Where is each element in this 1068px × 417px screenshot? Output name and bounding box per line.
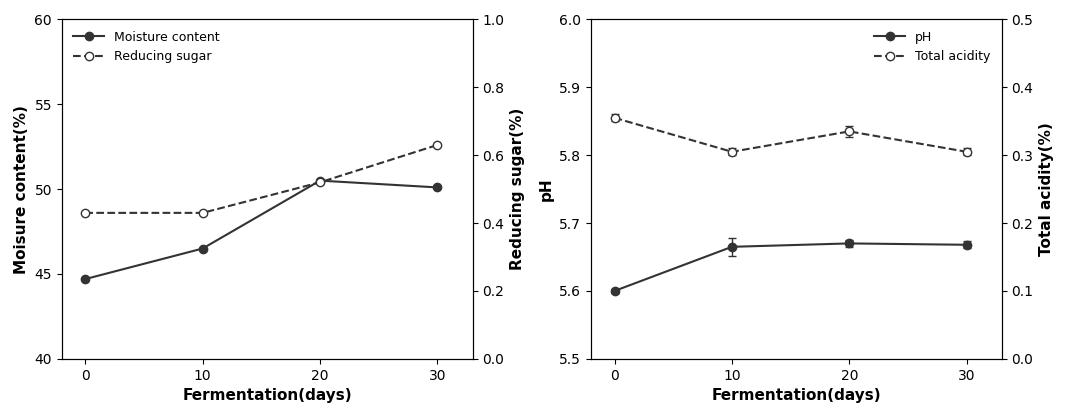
- Y-axis label: Total acidity(%): Total acidity(%): [1039, 122, 1054, 256]
- Y-axis label: pH: pH: [538, 177, 553, 201]
- Y-axis label: Moisure content(%): Moisure content(%): [14, 105, 29, 274]
- X-axis label: Fermentation(days): Fermentation(days): [183, 388, 352, 403]
- Legend: pH, Total acidity: pH, Total acidity: [869, 25, 995, 68]
- Legend: Moisture content, Reducing sugar: Moisture content, Reducing sugar: [68, 25, 225, 68]
- Y-axis label: Reducing sugar(%): Reducing sugar(%): [509, 108, 524, 270]
- X-axis label: Fermentation(days): Fermentation(days): [711, 388, 881, 403]
